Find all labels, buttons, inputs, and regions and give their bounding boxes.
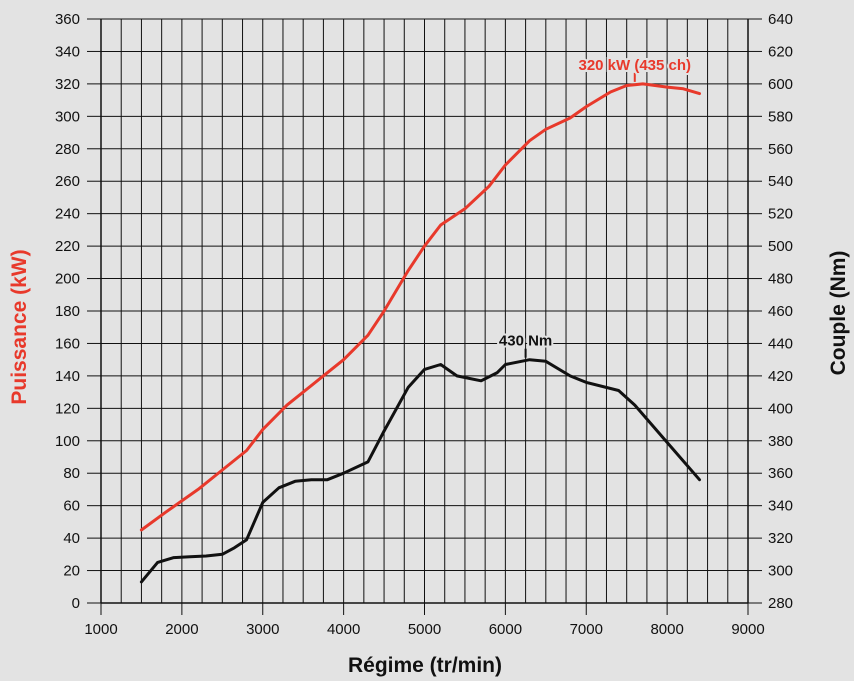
x-tick-label: 2000 <box>165 621 198 638</box>
axes <box>87 18 762 615</box>
y-tick-label: 180 <box>55 303 80 320</box>
y-tick-label: 120 <box>55 400 80 417</box>
y2-tick-label: 320 <box>768 530 793 547</box>
y2-tick-label: 360 <box>768 465 793 482</box>
y-axis-right-title: Couple (Nm) <box>827 251 850 376</box>
y2-tick-label: 540 <box>768 173 793 190</box>
y2-tick-label: 600 <box>768 76 793 93</box>
y-tick-label: 360 <box>55 11 80 28</box>
x-tick-label: 6000 <box>489 621 522 638</box>
y2-tick-label: 380 <box>768 433 793 450</box>
y-tick-label: 220 <box>55 238 80 255</box>
y2-tick-label: 480 <box>768 271 793 288</box>
y-tick-label: 240 <box>55 206 80 223</box>
y-tick-label: 100 <box>55 433 80 450</box>
y2-tick-label: 500 <box>768 238 793 255</box>
y-tick-label: 80 <box>63 465 80 482</box>
y2-tick-label: 280 <box>768 595 793 612</box>
y-tick-label: 340 <box>55 43 80 60</box>
annotations: 320 kW (435 ch) 430 Nm <box>497 55 693 358</box>
y-tick-label: 300 <box>55 108 80 125</box>
y-tick-label: 140 <box>55 368 80 385</box>
series-lines <box>139 82 701 584</box>
y2-tick-label: 560 <box>768 141 793 158</box>
y2-tick-label: 400 <box>768 400 793 417</box>
y-tick-label: 0 <box>72 595 80 612</box>
y-tick-label: 280 <box>55 141 80 158</box>
annotation-label: 430 Nm <box>499 333 552 350</box>
x-axis-title: Régime (tr/min) <box>348 654 502 677</box>
y-tick-label: 320 <box>55 76 80 93</box>
x-tick-label: 8000 <box>650 621 683 638</box>
y2-tick-label: 440 <box>768 335 793 352</box>
y-tick-label: 20 <box>63 563 80 580</box>
y2-tick-label: 640 <box>768 11 793 28</box>
y-tick-label: 60 <box>63 498 80 515</box>
y-tick-label: 40 <box>63 530 80 547</box>
y-tick-label: 200 <box>55 271 80 288</box>
y2-tick-label: 340 <box>768 498 793 515</box>
x-tick-label: 9000 <box>731 621 764 638</box>
y-axis-left-title: Puissance (kW) <box>8 249 31 404</box>
y-tick-label: 160 <box>55 335 80 352</box>
y2-tick-label: 620 <box>768 43 793 60</box>
x-tick-label: 1000 <box>84 621 117 638</box>
x-tick-label: 5000 <box>408 621 441 638</box>
y2-tick-label: 460 <box>768 303 793 320</box>
grid-lines <box>101 18 748 604</box>
y-tick-label: 260 <box>55 173 80 190</box>
y2-tick-label: 520 <box>768 206 793 223</box>
torque-curve <box>139 358 701 584</box>
x-tick-label: 7000 <box>570 621 603 638</box>
y2-tick-label: 580 <box>768 108 793 125</box>
x-tick-label: 3000 <box>246 621 279 638</box>
x-tick-label: 4000 <box>327 621 360 638</box>
y2-tick-label: 300 <box>768 563 793 580</box>
power-curve <box>139 82 701 532</box>
tick-labels: 0 20 40 60 80 100 120 140 160 180 200 220 240 260 280 3… <box>55 11 793 638</box>
y2-tick-label: 420 <box>768 368 793 385</box>
annotation-label: 320 kW (435 ch) <box>578 57 691 74</box>
